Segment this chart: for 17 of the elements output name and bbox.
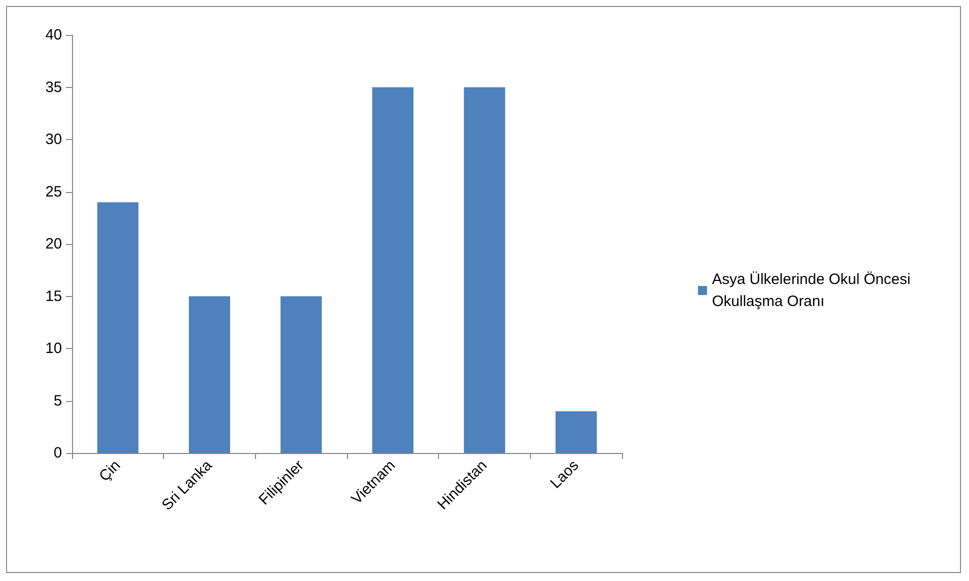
y-tick-label: 10	[45, 340, 62, 357]
bar	[188, 296, 230, 453]
y-tick-label: 0	[54, 444, 62, 462]
bar	[97, 202, 138, 453]
y-tick-label: 40	[45, 26, 62, 44]
y-tick-label: 25	[45, 183, 62, 200]
legend-label: Asya Ülkelerinde Okul Öncesi Okullaşma Oranı	[712, 271, 915, 310]
bar	[280, 296, 322, 453]
y-tick-label: 5	[54, 392, 62, 410]
x-tick-label: Çin	[96, 456, 124, 485]
bar	[372, 87, 414, 453]
y-tick-label: 15	[45, 288, 62, 305]
y-tick-label: 35	[45, 78, 62, 96]
bar	[556, 411, 597, 453]
y-tick-label: 20	[45, 236, 62, 252]
bar	[464, 87, 506, 453]
y-tick-label: 30	[45, 131, 62, 148]
